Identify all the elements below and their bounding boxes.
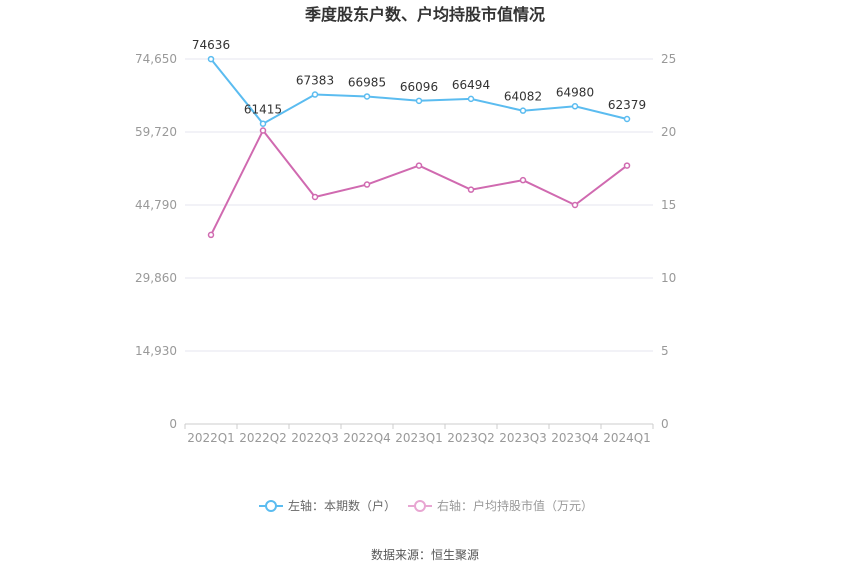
- left-tick-label: 44,790: [135, 198, 177, 212]
- data-point: [259, 120, 267, 127]
- right-tick-label: 5: [661, 344, 669, 358]
- x-tick-label: 2022Q2: [239, 431, 287, 445]
- right-tick-label: 0: [661, 417, 669, 431]
- x-tick-label: 2023Q3: [499, 431, 547, 445]
- right-axis: 0 5 10 15 20 25: [661, 52, 676, 431]
- right-tick-label: 10: [661, 271, 676, 285]
- data-point: [311, 91, 319, 98]
- data-label: 67383: [296, 74, 334, 88]
- data-point: [571, 103, 579, 110]
- data-point: [415, 162, 423, 169]
- data-label: 64082: [504, 90, 542, 104]
- data-labels: 74636 61415 67383 66985 66096 66494 64082 64980…: [192, 38, 646, 117]
- data-point: [623, 115, 631, 123]
- left-tick-label: 14,930: [135, 344, 177, 358]
- data-point: [467, 186, 475, 193]
- x-tick-label: 2023Q4: [551, 431, 599, 445]
- series-layer: [207, 55, 631, 239]
- data-label: 64980: [556, 85, 594, 99]
- data-point: [311, 193, 319, 201]
- left-axis: 0 14,930 29,860 44,790 59,720 74,650: [135, 52, 177, 431]
- x-tick-label: 2023Q1: [395, 431, 443, 445]
- data-point: [207, 55, 215, 63]
- legend-marker-right-series: [414, 500, 426, 512]
- legend-item-left-series[interactable]: 左轴：本期数（户）: [259, 498, 396, 513]
- x-tick-label: 2022Q1: [187, 431, 235, 445]
- left-tick-label: 29,860: [135, 271, 177, 285]
- data-label: 74636: [192, 38, 230, 52]
- data-label: 61415: [244, 103, 282, 117]
- data-point: [571, 201, 579, 209]
- data-point: [415, 97, 423, 105]
- data-point: [259, 127, 267, 134]
- right-tick-label: 15: [661, 198, 676, 212]
- left-tick-label: 74,650: [135, 52, 177, 66]
- data-label: 62379: [608, 98, 646, 112]
- legend-item-right-series[interactable]: 右轴：户均持股市值（万元）: [408, 498, 593, 513]
- data-point: [519, 107, 527, 114]
- data-label: 66096: [400, 80, 438, 94]
- x-tick-label: 2022Q4: [343, 431, 391, 445]
- right-tick-label: 20: [661, 125, 676, 139]
- left-tick-label: 0: [169, 417, 177, 431]
- data-point: [363, 93, 371, 100]
- data-point: [207, 231, 215, 239]
- x-tick-label: 2022Q3: [291, 431, 339, 445]
- x-tick-label: 2023Q2: [447, 431, 495, 445]
- data-point: [623, 162, 631, 169]
- data-point: [467, 95, 475, 103]
- right-tick-label: 25: [661, 52, 676, 66]
- left-tick-label: 59,720: [135, 125, 177, 139]
- data-label: 66985: [348, 75, 386, 89]
- x-tick-label: 2024Q1: [603, 431, 651, 445]
- x-axis: 2022Q1 2022Q2 2022Q3 2022Q4 2023Q1 2023Q2 2023…: [184, 424, 654, 445]
- data-label: 66494: [452, 78, 490, 92]
- series-line-market-value: [210, 128, 628, 236]
- data-point: [519, 176, 527, 184]
- legend-marker-left-series: [265, 500, 277, 512]
- source-note: 数据来源：恒生聚源: [371, 547, 479, 562]
- data-point: [363, 181, 371, 188]
- legend-label-right-series: 右轴：户均持股市值（万元）: [437, 498, 593, 513]
- legend: 左轴：本期数（户） 右轴：户均持股市值（万元）: [259, 498, 593, 513]
- chart-title: 季度股东户数、户均持股市值情况: [304, 5, 545, 24]
- legend-label-left-series: 左轴：本期数（户）: [288, 498, 396, 513]
